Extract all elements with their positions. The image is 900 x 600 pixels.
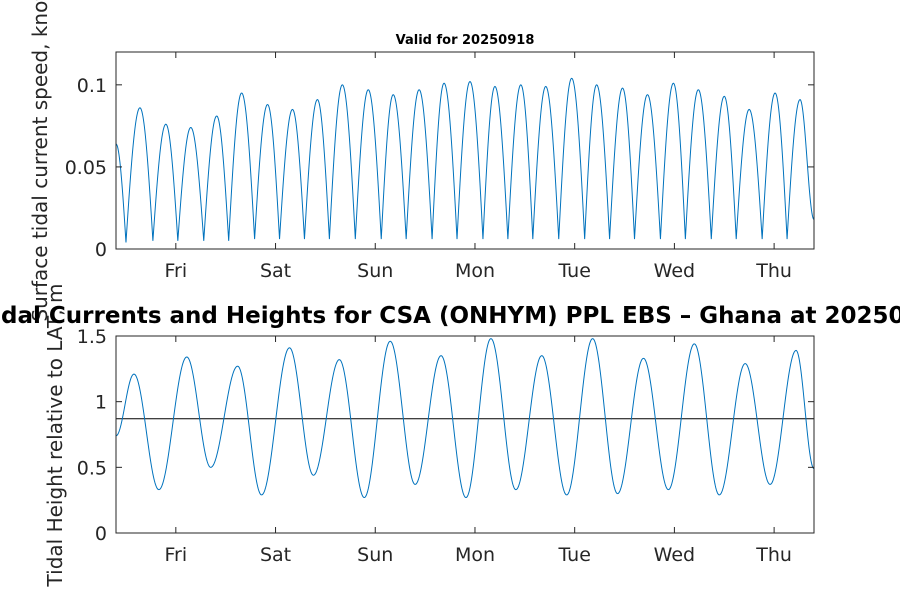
x-tick-label: Fri [165,260,188,282]
current-y-axis-label: Surface tidal current speed, knots [28,0,52,322]
x-tick-label: Fri [165,544,188,566]
tidal-height-axes: Fri Sat Sun Mon Tue Wed Thu 0 0.5 1 1.5 Tidal Hei… [0,284,900,588]
x-tick-label: Sat [260,260,291,282]
height-plot-background [116,336,814,533]
x-tick-label: Thu [755,544,792,566]
x-tick-label: Mon [455,260,495,282]
current-speed-axes: Fri Sat Sun Mon Tue Wed Thu 0 0.05 0.1 Valid for… [28,0,815,322]
y-tick-label: 0 [95,523,107,545]
x-tick-label: Mon [455,544,495,566]
y-tick-label: 0.5 [77,457,107,479]
main-chart-title: Tidal Currents and Heights for CSA (ONHY… [0,303,900,329]
y-tick-label: 0 [95,239,107,261]
height-axes-box [115,335,815,534]
current-speed-series [115,77,815,243]
x-tick-label: Sat [260,544,291,566]
x-tick-label: Wed [654,260,695,282]
y-tick-label: 0.1 [77,75,107,97]
current-axes-box [115,51,815,250]
tidal-height-line [115,338,815,499]
y-tick-label: 1.5 [77,326,107,348]
x-tick-label: Sun [357,544,393,566]
height-x-ticks: Fri Sat Sun Mon Tue Wed Thu [165,336,792,566]
current-chart-title: Valid for 20250918 [396,33,535,48]
x-tick-label: Sun [357,260,393,282]
x-tick-label: Tue [557,260,590,282]
x-tick-label: Tue [557,544,590,566]
current-y-ticks: 0 0.05 0.1 [65,75,814,261]
current-x-ticks: Fri Sat Sun Mon Tue Wed Thu [165,52,792,282]
height-y-axis-label: Tidal Height relative to LAT, m [43,284,67,588]
tidal-height-series [115,338,815,499]
y-tick-label: 0.05 [65,157,107,179]
x-tick-label: Thu [755,260,792,282]
y-tick-label: 1 [95,392,107,414]
height-y-ticks: 0 0.5 1 1.5 [77,326,814,545]
x-tick-label: Wed [654,544,695,566]
current-speed-line [115,77,815,243]
current-plot-background [116,52,814,249]
